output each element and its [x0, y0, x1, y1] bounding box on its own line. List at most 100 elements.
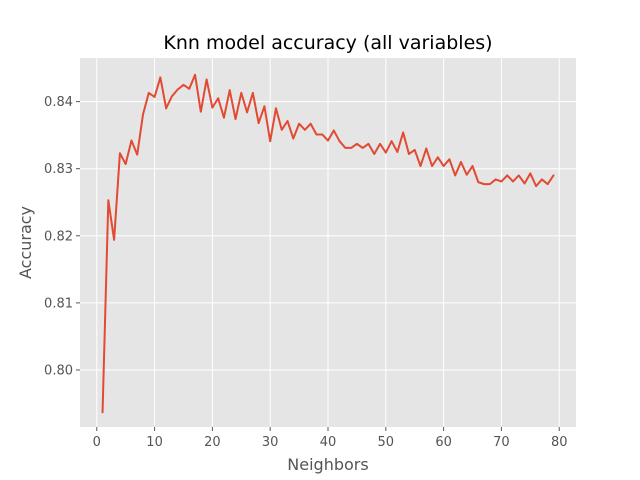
data-point — [199, 110, 202, 113]
grid-lines — [80, 58, 576, 427]
data-point — [234, 118, 237, 120]
data-point — [217, 97, 220, 100]
data-point — [546, 183, 549, 186]
data-point — [552, 174, 555, 177]
x-tick-labels: 0 10 20 30 40 50 60 70 80 — [93, 435, 568, 450]
data-point — [436, 156, 439, 159]
data-point — [529, 172, 532, 175]
data-point — [321, 133, 324, 136]
data-point — [500, 180, 503, 183]
y-tick-label: 0.81 — [44, 296, 73, 311]
data-point — [275, 107, 277, 110]
data-point — [465, 173, 468, 176]
data-point — [327, 139, 329, 142]
data-point — [402, 131, 405, 134]
data-point — [280, 128, 283, 131]
data-point — [494, 178, 497, 181]
data-point — [176, 88, 179, 91]
y-axis-label: Accuracy — [16, 206, 35, 279]
y-tick-label: 0.82 — [44, 229, 73, 244]
data-point — [350, 147, 353, 149]
x-axis-label: Neighbors — [287, 455, 368, 474]
x-tick-label: 70 — [493, 435, 510, 450]
data-point — [228, 89, 231, 92]
data-point — [171, 95, 173, 98]
data-point — [344, 147, 347, 149]
data-point — [188, 87, 191, 90]
data-point — [246, 111, 248, 114]
data-point — [460, 161, 462, 163]
data-point — [413, 149, 416, 151]
data-point — [315, 133, 318, 136]
data-point — [506, 174, 509, 177]
data-point — [512, 180, 514, 183]
data-point — [223, 116, 225, 119]
x-tick-label: 80 — [551, 435, 568, 450]
data-point — [448, 158, 451, 161]
data-points — [101, 73, 555, 414]
data-point — [396, 151, 399, 153]
data-point — [356, 142, 358, 145]
data-point — [118, 152, 121, 155]
x-tick-label: 20 — [204, 435, 221, 450]
data-point — [136, 153, 139, 156]
data-point — [535, 185, 538, 188]
data-point — [107, 199, 110, 202]
data-point — [303, 128, 306, 131]
y-tick-label: 0.83 — [44, 162, 73, 177]
data-point — [483, 183, 485, 186]
x-tick-label: 60 — [435, 435, 452, 450]
y-tick-label: 0.84 — [44, 95, 73, 110]
data-point — [298, 122, 300, 125]
data-point — [408, 153, 410, 155]
data-point — [130, 139, 133, 142]
data-point — [523, 182, 526, 185]
x-tick-label: 40 — [320, 435, 337, 450]
data-point — [454, 174, 457, 177]
data-point — [477, 181, 480, 184]
data-point — [159, 76, 162, 79]
x-tick-label: 30 — [262, 435, 279, 450]
x-tick-label: 50 — [378, 435, 395, 450]
data-point — [442, 165, 445, 167]
tick-marks — [76, 101, 560, 431]
data-point — [194, 73, 196, 76]
data-point — [257, 122, 260, 124]
data-point — [263, 105, 266, 108]
x-tick-label: 0 — [93, 435, 101, 450]
data-point — [147, 91, 150, 94]
data-point — [124, 163, 127, 165]
data-point — [373, 153, 376, 155]
data-point — [367, 142, 370, 145]
data-point — [338, 140, 341, 143]
data-point — [361, 147, 364, 149]
data-point — [101, 411, 104, 414]
data-point — [332, 129, 335, 132]
data-point — [153, 96, 156, 98]
data-point — [419, 165, 422, 167]
data-point — [425, 147, 428, 150]
data-point — [384, 151, 387, 154]
y-tick-labels: 0.80 0.81 0.82 0.83 0.84 — [44, 95, 73, 378]
data-point — [113, 238, 116, 241]
data-point — [431, 165, 433, 167]
data-point — [488, 183, 491, 186]
data-point — [240, 91, 243, 94]
data-point — [205, 78, 208, 81]
data-point — [251, 91, 254, 94]
data-point — [471, 165, 474, 167]
x-tick-label: 10 — [146, 435, 163, 450]
data-point — [182, 83, 185, 86]
data-point — [517, 174, 520, 177]
data-point — [142, 113, 144, 116]
chart-title: Knn model accuracy (all variables) — [163, 32, 492, 54]
data-point — [540, 178, 543, 181]
data-point — [286, 120, 289, 122]
data-point — [269, 140, 272, 143]
data-point — [379, 142, 381, 145]
data-point — [309, 122, 312, 125]
data-point — [390, 140, 393, 143]
data-point — [292, 137, 295, 140]
data-point — [165, 107, 168, 110]
